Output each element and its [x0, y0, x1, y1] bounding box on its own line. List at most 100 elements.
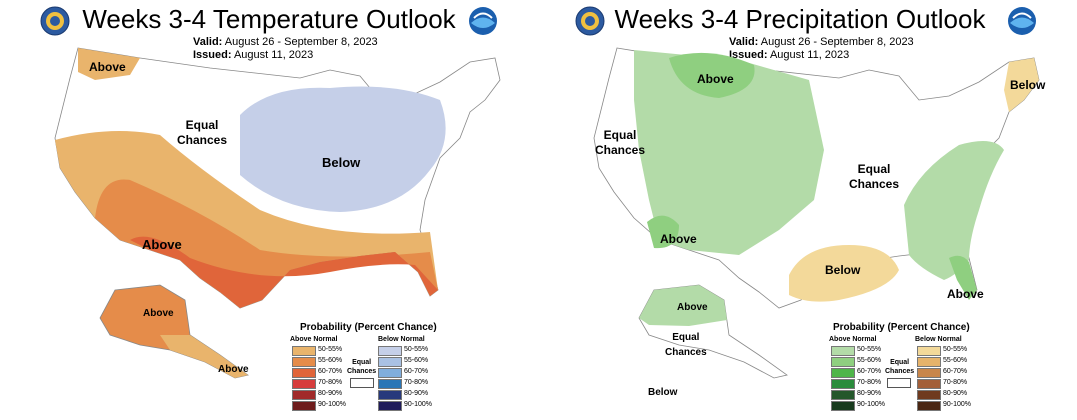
doc-seal-icon [575, 6, 605, 36]
label-below: Below [322, 155, 361, 170]
legend-range-label-precip-below-4: 80-90% [943, 390, 968, 397]
legend-range-label-temp-above-0: 50-55% [318, 346, 343, 353]
legend-equal-label: Equal Chances [885, 359, 915, 375]
legend-range-label-precip-above-5: 90-100% [857, 401, 886, 408]
legend-swatch-temp-below-0 [378, 346, 402, 356]
legend-title: Probability (Percent Chance) [300, 322, 437, 333]
legend-swatch-temp-below-1 [378, 357, 402, 367]
legend-range-label-precip-above-2: 60-70% [857, 368, 882, 375]
legend-range-label-temp-above-5: 90-100% [318, 401, 347, 408]
below-region-precip-ne [1004, 58, 1039, 112]
legend-range-label-temp-above-2: 60-70% [318, 368, 343, 375]
label-below-south: Below [825, 263, 861, 277]
label-equal-chances-central: Equal Chances [849, 162, 900, 191]
above-nw-region-temp [78, 48, 140, 80]
noaa-logo-icon [1008, 7, 1036, 35]
alaska-above [639, 285, 727, 326]
legend-equal-label: Equal Chances [347, 359, 377, 375]
above-55-region-temp [95, 179, 438, 308]
legend-range-label-temp-below-4: 80-90% [404, 390, 429, 397]
label-above-sw: Above [142, 237, 182, 252]
label-below-alaska: Below [648, 387, 678, 398]
legend-swatch-temp-above-0 [292, 346, 316, 356]
legend-range-label-precip-below-1: 55-60% [943, 357, 968, 364]
legend-swatch-temp-above-4 [292, 390, 316, 400]
legend-range-label-temp-above-4: 80-90% [318, 390, 343, 397]
legend-swatch-precip-below-5 [917, 401, 941, 411]
above-60-region-temp [130, 236, 438, 308]
label-above-alaska: Above [143, 308, 174, 319]
legend-range-label-temp-below-0: 50-55% [404, 346, 429, 353]
label-above-se: Above [947, 287, 984, 301]
legend-range-label-precip-below-0: 50-55% [943, 346, 968, 353]
legend-above-head: Above Normal [829, 336, 877, 343]
above-50-region-precip-west [634, 50, 824, 255]
legend-swatch-precip-above-1 [831, 357, 855, 367]
legend-swatch-precip-below-2 [917, 368, 941, 378]
legend-swatch-temp-below-2 [378, 368, 402, 378]
issued-line: Issued: August 11, 2023 [729, 49, 850, 61]
legend-range-label-precip-below-5: 90-100% [943, 401, 972, 408]
map-title: Weeks 3-4 Temperature Outlook [82, 4, 456, 34]
legend-swatch-precip-above-5 [831, 401, 855, 411]
legend-swatch-precip-above-4 [831, 390, 855, 400]
legend-range-label-precip-below-3: 70-80% [943, 379, 968, 386]
legend-range-label-precip-above-0: 50-55% [857, 346, 882, 353]
legend-swatch-precip-below-3 [917, 379, 941, 389]
legend-range-label-precip-above-3: 70-80% [857, 379, 882, 386]
label-equal-chances-alaska: Equal Chances [665, 332, 707, 358]
legend-swatch-temp-below-4 [378, 390, 402, 400]
valid-line: Valid: August 26 - September 8, 2023 [193, 36, 378, 48]
label-below-ne: Below [1010, 78, 1046, 92]
legend-precip: Probability (Percent Chance) Above Norma… [829, 320, 972, 411]
legend-below-head: Below Normal [378, 336, 425, 343]
legend-swatch-temp-above-1 [292, 357, 316, 367]
doc-seal-icon [40, 6, 70, 36]
legend-temp: Probability (Percent Chance) Above Norma… [290, 320, 437, 411]
map-title: Weeks 3-4 Precipitation Outlook [614, 4, 986, 34]
label-equal-chances-west: Equal Chances [595, 128, 646, 157]
valid-line: Valid: August 26 - September 8, 2023 [729, 36, 914, 48]
label-equal-chances: Equal Chances [177, 118, 228, 147]
above-55-region-precip-sw [647, 215, 679, 249]
legend-swatch-precip-above-3 [831, 379, 855, 389]
legend-range-label-temp-above-1: 55-60% [318, 357, 343, 364]
alaska-light [160, 335, 248, 378]
above-50-region-temp [55, 131, 438, 308]
legend-swatch-temp-above-3 [292, 379, 316, 389]
label-above-nw: Above [89, 60, 126, 74]
legend-range-label-temp-below-3: 70-80% [404, 379, 429, 386]
above-55-region-precip-fl [949, 255, 977, 300]
temperature-panel: Weeks 3-4 Temperature Outlook Valid: Aug… [0, 0, 538, 420]
legend-range-label-precip-above-4: 80-90% [857, 390, 882, 397]
legend-swatch-precip-above-2 [831, 368, 855, 378]
below-region-temp [240, 86, 446, 212]
label-above-sw: Above [660, 232, 697, 246]
legend-swatch-temp-above-2 [292, 368, 316, 378]
legend-title: Probability (Percent Chance) [833, 322, 970, 333]
legend-swatch-temp-below-5 [378, 401, 402, 411]
issued-line: Issued: August 11, 2023 [193, 49, 314, 61]
legend-range-label-temp-above-3: 70-80% [318, 379, 343, 386]
temperature-map [54, 47, 501, 379]
legend-equal-swatch [350, 378, 374, 388]
precipitation-map [593, 47, 1040, 379]
legend-swatch-temp-above-5 [292, 401, 316, 411]
legend-range-label-temp-below-2: 60-70% [404, 368, 429, 375]
label-above-alaska-south: Above [218, 364, 249, 375]
legend-swatch-precip-below-0 [917, 346, 941, 356]
above-50-region-precip-east [904, 141, 1004, 280]
legend-range-label-temp-below-5: 90-100% [404, 401, 433, 408]
legend-swatch-precip-above-0 [831, 346, 855, 356]
precipitation-panel: Weeks 3-4 Precipitation Outlook Valid: A… [539, 0, 1077, 420]
label-above-north: Above [697, 72, 734, 86]
legend-equal-swatch [887, 378, 911, 388]
legend-swatch-precip-below-4 [917, 390, 941, 400]
legend-above-head: Above Normal [290, 336, 338, 343]
below-region-precip-south [789, 245, 899, 302]
legend-swatch-temp-below-3 [378, 379, 402, 389]
legend-range-label-precip-below-2: 60-70% [943, 368, 968, 375]
noaa-logo-icon [469, 7, 497, 35]
legend-range-label-precip-above-1: 55-60% [857, 357, 882, 364]
legend-below-head: Below Normal [915, 336, 962, 343]
